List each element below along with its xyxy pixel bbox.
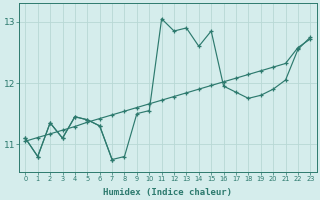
X-axis label: Humidex (Indice chaleur): Humidex (Indice chaleur) [103,188,232,197]
